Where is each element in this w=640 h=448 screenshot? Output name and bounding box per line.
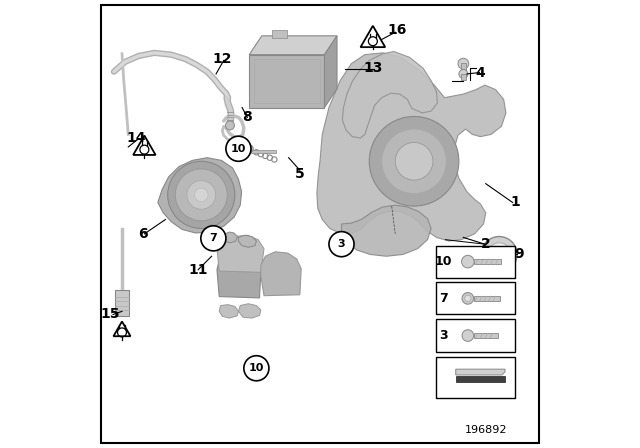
Circle shape (246, 145, 253, 152)
Text: 10: 10 (435, 255, 452, 268)
Circle shape (201, 226, 226, 251)
Polygon shape (249, 55, 324, 108)
Bar (474, 296, 500, 301)
Circle shape (459, 69, 468, 78)
Polygon shape (342, 52, 437, 138)
Polygon shape (239, 235, 257, 247)
Polygon shape (221, 232, 237, 243)
Bar (436, 246, 515, 278)
Polygon shape (239, 304, 261, 318)
Text: 3: 3 (439, 329, 448, 342)
Circle shape (244, 356, 269, 381)
Text: 9: 9 (514, 247, 524, 262)
Circle shape (207, 225, 216, 234)
Circle shape (481, 237, 517, 272)
Text: 1: 1 (510, 195, 520, 210)
Bar (474, 333, 499, 338)
Bar (251, 150, 276, 153)
Polygon shape (360, 26, 385, 47)
Polygon shape (324, 36, 337, 108)
Circle shape (226, 136, 251, 161)
Circle shape (168, 161, 235, 228)
Text: 8: 8 (243, 110, 252, 125)
Bar (436, 319, 515, 352)
Bar (461, 74, 466, 80)
Text: 5: 5 (295, 167, 305, 181)
Polygon shape (133, 136, 156, 155)
Circle shape (187, 181, 216, 209)
Circle shape (225, 121, 234, 130)
Text: 15: 15 (100, 307, 120, 322)
Circle shape (329, 232, 354, 257)
Polygon shape (217, 251, 261, 298)
Bar (461, 63, 466, 70)
Text: 14: 14 (127, 131, 146, 145)
Circle shape (195, 188, 208, 202)
Circle shape (488, 243, 511, 266)
Text: 7: 7 (209, 233, 217, 243)
Circle shape (369, 116, 459, 206)
Polygon shape (249, 36, 337, 55)
Circle shape (465, 295, 471, 302)
Polygon shape (456, 369, 505, 375)
Circle shape (458, 58, 468, 69)
Text: 3: 3 (338, 239, 346, 249)
Text: 16: 16 (387, 23, 407, 38)
Text: 13: 13 (363, 61, 383, 75)
Text: 10: 10 (249, 363, 264, 373)
Bar (115, 290, 129, 316)
Text: 7: 7 (439, 292, 448, 305)
Text: 10: 10 (231, 144, 246, 154)
Circle shape (382, 129, 446, 194)
Circle shape (462, 293, 474, 304)
Circle shape (396, 142, 433, 180)
Text: 2: 2 (481, 237, 491, 251)
Circle shape (462, 330, 474, 341)
Polygon shape (220, 305, 239, 318)
Polygon shape (342, 205, 431, 256)
Polygon shape (158, 158, 242, 233)
Polygon shape (113, 322, 131, 336)
Bar (436, 357, 515, 398)
Bar (271, 30, 287, 38)
Bar (436, 282, 515, 314)
Bar (456, 376, 505, 382)
Bar (474, 259, 501, 264)
Circle shape (175, 169, 227, 221)
Polygon shape (317, 53, 506, 241)
Text: 196892: 196892 (465, 425, 507, 435)
Text: 4: 4 (476, 65, 485, 80)
Text: 11: 11 (188, 263, 208, 277)
Polygon shape (261, 252, 301, 296)
Bar (253, 59, 320, 103)
Text: 6: 6 (138, 227, 148, 241)
Text: 12: 12 (212, 52, 232, 66)
Circle shape (461, 255, 474, 268)
Polygon shape (217, 235, 264, 272)
